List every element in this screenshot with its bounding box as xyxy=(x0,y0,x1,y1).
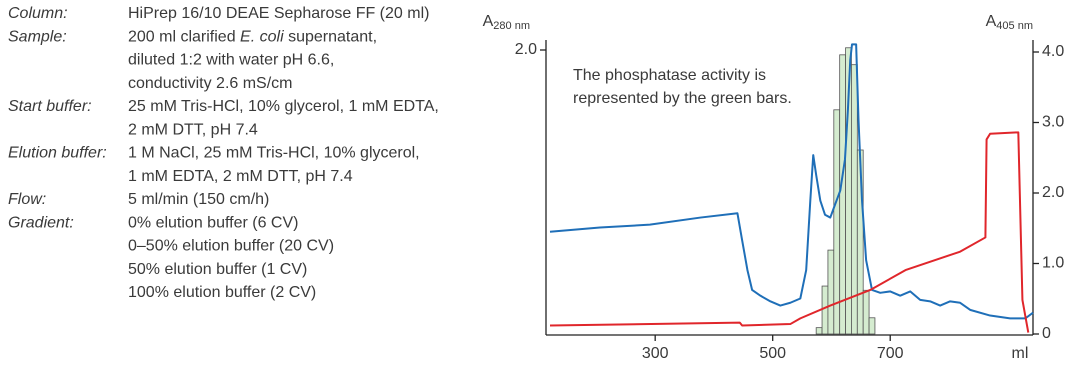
method-label: Column: xyxy=(8,5,68,22)
x-tick-label: 700 xyxy=(877,345,904,362)
text-segment: 2 mM DTT, pH 7.4 xyxy=(128,121,258,138)
text-segment: diluted 1:2 with water pH 6.6, xyxy=(128,52,334,69)
axis-symbol: A xyxy=(986,13,997,30)
method-value: 50% elution buffer (1 CV) xyxy=(128,261,307,278)
series-line xyxy=(549,43,1034,320)
text-segment: 200 ml clarified xyxy=(128,28,240,45)
method-label: Elution buffer: xyxy=(8,145,107,162)
method-value: diluted 1:2 with water pH 6.6, xyxy=(128,52,334,69)
axis-subscript: 280 nm xyxy=(493,20,530,32)
y-tick-label: 2.0 xyxy=(515,41,537,58)
activity-bar xyxy=(851,64,858,335)
method-value: 5 ml/min (150 cm/h) xyxy=(128,191,269,208)
text-segment: 1 mM EDTA, 2 mM DTT, pH 7.4 xyxy=(128,168,353,185)
y2-tick-label: 0 xyxy=(1042,325,1051,342)
activity-bar xyxy=(868,317,876,335)
method-value: 200 ml clarified E. coli supernatant, xyxy=(128,28,377,45)
text-segment: 1 M NaCl, 25 mM Tris-HCl, 10% glycerol, xyxy=(128,145,420,162)
text-segment: 0% elution buffer (6 CV) xyxy=(128,214,298,231)
method-value: HiPrep 16/10 DEAE Sepharose FF (20 ml) xyxy=(128,5,429,22)
text-segment: 50% elution buffer (1 CV) xyxy=(128,261,307,278)
method-value: 0–50% elution buffer (20 CV) xyxy=(128,238,334,255)
y2-tick-label: 1.0 xyxy=(1042,255,1064,272)
series-line xyxy=(549,131,1030,333)
method-label: Flow: xyxy=(8,191,46,208)
text-segment: supernatant, xyxy=(284,28,377,45)
y2-tick-label: 4.0 xyxy=(1042,43,1064,60)
text-segment: 25 mM Tris-HCl, 10% glycerol, 1 mM EDTA, xyxy=(128,98,439,115)
activity-bar xyxy=(827,249,835,335)
text-segment: HiPrep 16/10 DEAE Sepharose FF (20 ml) xyxy=(128,5,429,22)
method-value: 25 mM Tris-HCl, 10% glycerol, 1 mM EDTA, xyxy=(128,98,439,115)
activity-bar xyxy=(821,285,829,335)
method-label: Gradient: xyxy=(8,214,74,231)
method-value: 1 mM EDTA, 2 mM DTT, pH 7.4 xyxy=(128,168,353,185)
method-label: Start buffer: xyxy=(8,98,92,115)
text-segment: 100% elution buffer (2 CV) xyxy=(128,284,316,301)
text-segment: 0–50% elution buffer (20 CV) xyxy=(128,238,334,255)
text-segment: E. coli xyxy=(240,28,284,45)
x-tick-label: 300 xyxy=(642,345,669,362)
y2-tick-label: 3.0 xyxy=(1042,114,1064,131)
annotation: The phosphatase activity is xyxy=(573,67,766,84)
activity-bar xyxy=(815,327,823,335)
activity-bar xyxy=(839,54,846,335)
activity-bar xyxy=(833,109,841,335)
x-axis-label: ml xyxy=(1012,345,1029,362)
y2-tick-label: 2.0 xyxy=(1042,184,1064,201)
y-axis-label: A280 nm xyxy=(483,13,530,32)
method-label: Sample: xyxy=(8,28,67,45)
text-segment: 5 ml/min (150 cm/h) xyxy=(128,191,269,208)
axis-symbol: A xyxy=(483,13,494,30)
method-value: 2 mM DTT, pH 7.4 xyxy=(128,121,258,138)
method-value: 0% elution buffer (6 CV) xyxy=(128,214,298,231)
axis-subscript: 405 nm xyxy=(996,20,1033,32)
activity-bar xyxy=(862,289,870,335)
method-value: 100% elution buffer (2 CV) xyxy=(128,284,316,301)
method-value: 1 M NaCl, 25 mM Tris-HCl, 10% glycerol, xyxy=(128,145,420,162)
annotation: represented by the green bars. xyxy=(573,90,792,107)
x-tick-label: 500 xyxy=(759,345,786,362)
method-value: conductivity 2.6 mS/cm xyxy=(128,75,293,92)
text-segment: conductivity 2.6 mS/cm xyxy=(128,75,293,92)
y2-axis-label: A405 nm xyxy=(986,13,1033,32)
